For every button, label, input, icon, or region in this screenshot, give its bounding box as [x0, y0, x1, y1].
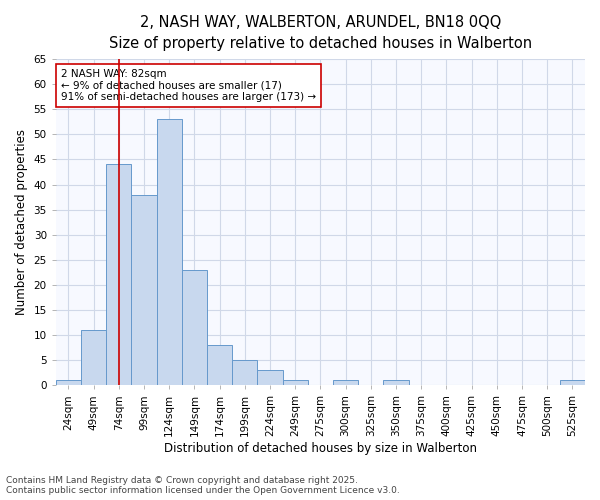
Bar [257, 370, 283, 386]
Bar [157, 120, 182, 386]
Text: Contains HM Land Registry data © Crown copyright and database right 2025.
Contai: Contains HM Land Registry data © Crown c… [6, 476, 400, 495]
Bar [560, 380, 585, 386]
Bar [232, 360, 257, 386]
Title: 2, NASH WAY, WALBERTON, ARUNDEL, BN18 0QQ
Size of property relative to detached : 2, NASH WAY, WALBERTON, ARUNDEL, BN18 0Q… [109, 15, 532, 51]
Bar [207, 345, 232, 386]
Y-axis label: Number of detached properties: Number of detached properties [15, 129, 28, 315]
Bar [383, 380, 409, 386]
X-axis label: Distribution of detached houses by size in Walberton: Distribution of detached houses by size … [164, 442, 477, 455]
Bar [106, 164, 131, 386]
Text: 2 NASH WAY: 82sqm
← 9% of detached houses are smaller (17)
91% of semi-detached : 2 NASH WAY: 82sqm ← 9% of detached house… [61, 69, 316, 102]
Bar [131, 194, 157, 386]
Bar [333, 380, 358, 386]
Bar [283, 380, 308, 386]
Bar [81, 330, 106, 386]
Bar [56, 380, 81, 386]
Bar [182, 270, 207, 386]
